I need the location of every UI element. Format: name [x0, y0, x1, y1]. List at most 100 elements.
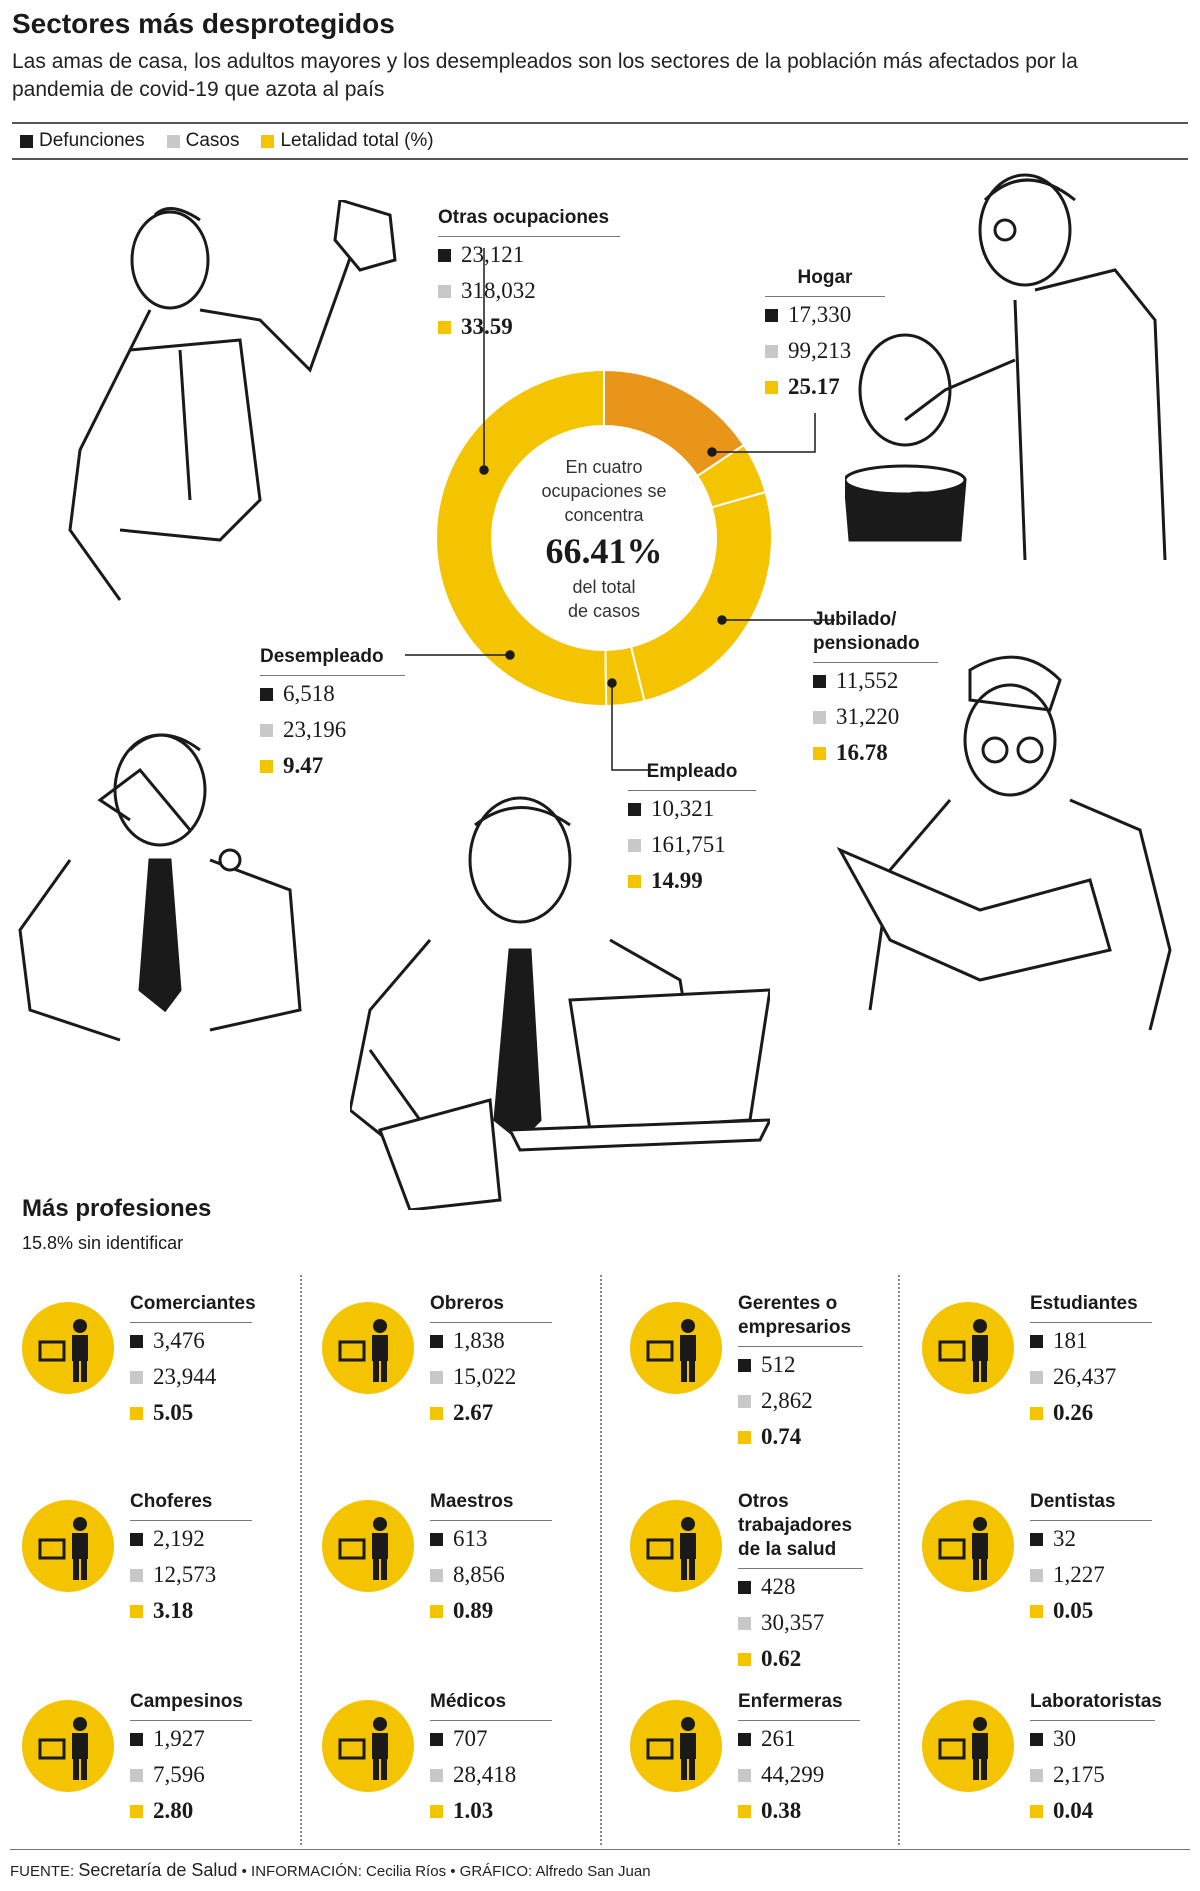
sector-defunciones: 17,330 — [765, 297, 885, 333]
person-silhouette — [338, 1319, 388, 1382]
defunciones-value: 30 — [1053, 1726, 1076, 1751]
sector-hogar: Hogar 17,330 99,213 25.17 — [765, 266, 885, 405]
casos-value: 8,856 — [453, 1562, 505, 1587]
sector-jubilado: Jubilado/ pensionado 11,552 31,220 16.78 — [813, 608, 938, 771]
casos-value: 23,196 — [283, 717, 347, 742]
letalidad-marker — [430, 1604, 443, 1618]
profession-block: Otros trabajadores de la salud 428 30,357 0… — [738, 1490, 863, 1677]
profession-letalidad: 0.74 — [738, 1419, 863, 1455]
sector-letalidad: 16.78 — [813, 735, 938, 771]
defunciones-value: 613 — [453, 1526, 488, 1551]
casos-value: 23,944 — [153, 1364, 217, 1389]
profession-defunciones: 181 — [1030, 1323, 1152, 1359]
woman-cooking-illustration — [845, 173, 1167, 560]
letalidad-value: 9.47 — [283, 753, 324, 778]
defunciones-marker — [738, 1358, 751, 1372]
center-line4: del total — [572, 577, 636, 597]
profession-block: Laboratoristas 30 2,175 0.04 — [1030, 1690, 1162, 1829]
casos-value: 2,862 — [761, 1388, 813, 1413]
sector-defunciones: 23,121 — [438, 237, 620, 273]
profession-name: Choferes — [130, 1490, 252, 1521]
manager-desk-icon — [630, 1302, 722, 1394]
defunciones-value: 707 — [453, 1726, 488, 1751]
sector-casos: 99,213 — [765, 333, 885, 369]
defunciones-value: 23,121 — [461, 242, 525, 267]
casos-marker — [260, 723, 273, 737]
casos-marker — [738, 1394, 751, 1408]
sector-letalidad: 33.59 — [438, 309, 620, 345]
person-silhouette — [646, 1717, 696, 1780]
profession-name: Comerciantes — [130, 1292, 256, 1323]
center-line5: de casos — [567, 601, 641, 621]
health-worker-icon — [630, 1500, 722, 1592]
profession-name: Gerentes o empresarios — [738, 1292, 863, 1347]
sector-name: Otras ocupaciones — [438, 206, 620, 237]
profession-defunciones: 428 — [738, 1569, 863, 1605]
defunciones-marker — [430, 1732, 443, 1746]
retired-man-reading-illustration — [836, 655, 1172, 1031]
letalidad-marker — [738, 1652, 751, 1666]
letalidad-marker — [130, 1406, 143, 1420]
profession-defunciones: 261 — [738, 1721, 860, 1757]
profession-block: Enfermeras 261 44,299 0.38 — [738, 1690, 860, 1829]
letalidad-value: 3.18 — [153, 1598, 194, 1623]
defunciones-marker — [1030, 1334, 1043, 1348]
casos-value: 31,220 — [836, 704, 900, 729]
profession-casos: 8,856 — [430, 1557, 552, 1593]
letalidad-marker — [738, 1804, 751, 1818]
casos-marker — [438, 284, 451, 298]
profession-defunciones: 3,476 — [130, 1323, 252, 1359]
profession-block: Estudiantes 181 26,437 0.26 — [1030, 1292, 1152, 1431]
casos-value: 26,437 — [1053, 1364, 1117, 1389]
profession-block: Maestros 613 8,856 0.89 — [430, 1490, 552, 1629]
sector-otras-ocupaciones: Otras ocupaciones 23,121 318,032 33.59 — [438, 206, 620, 345]
profession-name: Campesinos — [130, 1690, 252, 1721]
sector-casos: 23,196 — [260, 712, 405, 748]
office-worker-laptop-illustration — [350, 796, 770, 1210]
defunciones-marker — [130, 1532, 143, 1546]
footer-credits: • INFORMACIÓN: Cecilia Ríos • GRÁFICO: A… — [241, 1863, 651, 1880]
letalidad-value: 0.74 — [761, 1424, 802, 1449]
leader-line-empleado — [611, 683, 650, 771]
sector-desempleado: Desempleado 6,518 23,196 9.47 — [260, 645, 405, 784]
letalidad-value: 25.17 — [788, 374, 840, 399]
defunciones-marker — [738, 1732, 751, 1746]
sector-casos: 318,032 — [438, 273, 620, 309]
profession-block: Médicos 707 28,418 1.03 — [430, 1690, 552, 1829]
driver-icon — [22, 1500, 114, 1592]
defunciones-swatch — [20, 134, 33, 148]
leader-line-hogar — [712, 413, 816, 453]
sector-name: Desempleado — [260, 645, 405, 676]
defunciones-value: 261 — [761, 1726, 796, 1751]
profession-letalidad: 2.80 — [130, 1793, 252, 1829]
defunciones-marker — [765, 308, 778, 322]
profession-defunciones: 1,838 — [430, 1323, 552, 1359]
person-silhouette — [938, 1319, 988, 1382]
casos-value: 2,175 — [1053, 1762, 1105, 1787]
letalidad-marker — [130, 1604, 143, 1618]
defunciones-marker — [813, 674, 826, 688]
casos-marker — [430, 1768, 443, 1782]
center-percentage: 66.41% — [545, 531, 663, 571]
profession-casos: 1,227 — [1030, 1557, 1152, 1593]
letalidad-marker — [738, 1430, 751, 1444]
person-silhouette — [338, 1517, 388, 1580]
teacher-board-icon — [322, 1500, 414, 1592]
profession-name: Médicos — [430, 1690, 552, 1721]
profession-casos: 7,596 — [130, 1757, 252, 1793]
letalidad-value: 14.99 — [651, 868, 703, 893]
defunciones-value: 1,927 — [153, 1726, 205, 1751]
profession-defunciones: 1,927 — [130, 1721, 252, 1757]
letalidad-marker — [628, 874, 641, 888]
sector-defunciones: 11,552 — [813, 663, 938, 699]
casos-value: 318,032 — [461, 278, 536, 303]
casos-swatch — [166, 134, 180, 148]
footer-fuente-label: FUENTE: — [10, 1863, 75, 1880]
defunciones-value: 2,192 — [153, 1526, 205, 1551]
defunciones-marker — [430, 1532, 443, 1546]
person-silhouette — [646, 1517, 696, 1580]
profession-block: Comerciantes 3,476 23,944 5.05 — [130, 1292, 256, 1431]
defunciones-value: 10,321 — [651, 796, 715, 821]
profession-name: Obreros — [430, 1292, 552, 1323]
